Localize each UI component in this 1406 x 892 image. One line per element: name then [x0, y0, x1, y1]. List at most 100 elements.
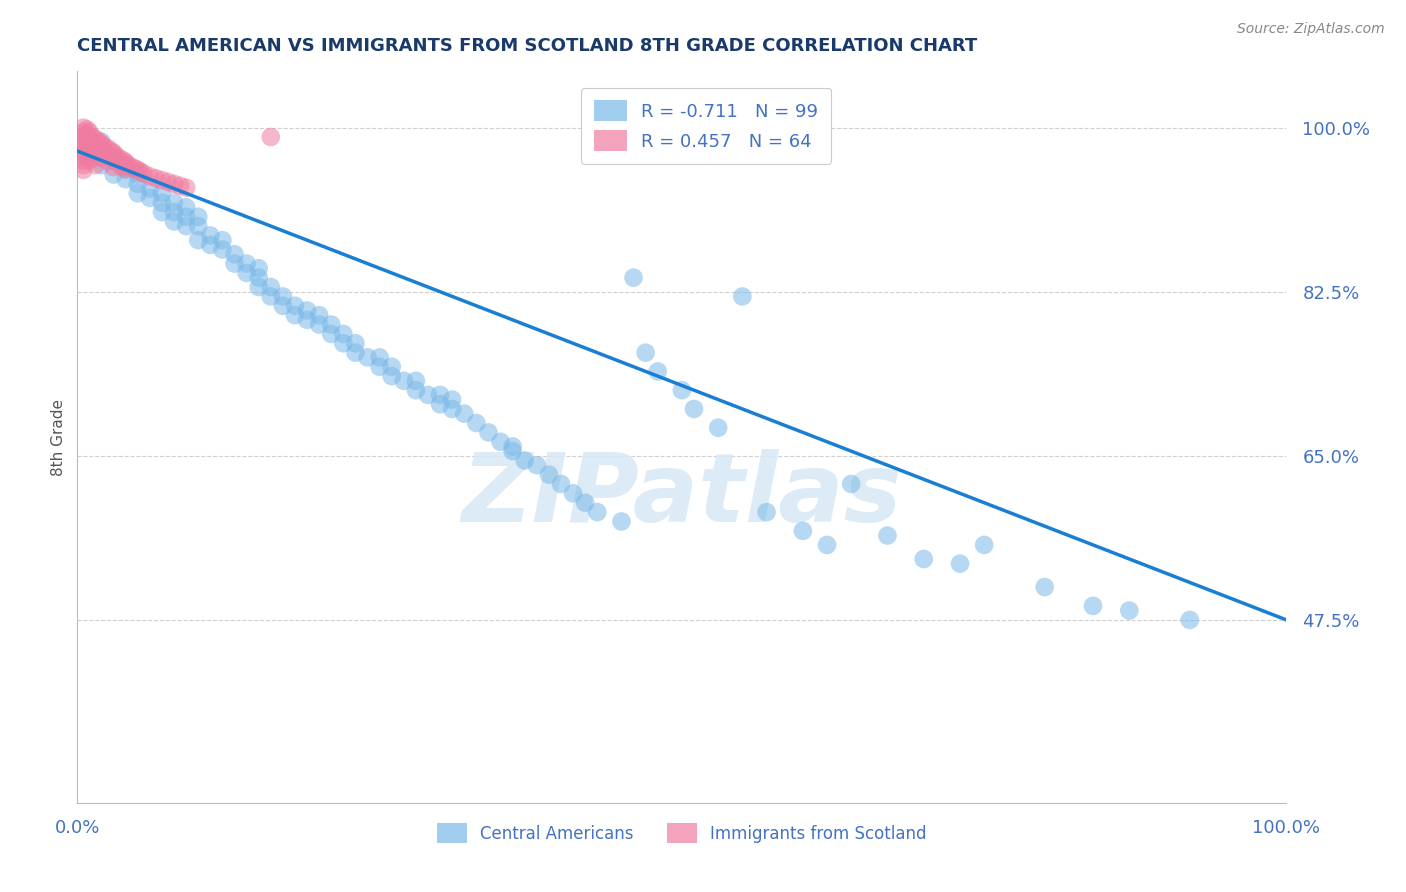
Point	[1081, 599, 1104, 613]
Point	[103, 153, 125, 168]
Point	[502, 444, 524, 458]
Point	[1033, 580, 1056, 594]
Point	[76, 135, 98, 149]
Point	[87, 135, 110, 149]
Point	[72, 153, 94, 168]
Point	[84, 138, 107, 153]
Point	[103, 153, 125, 167]
Point	[93, 147, 115, 161]
Point	[72, 144, 94, 158]
Text: Source: ZipAtlas.com: Source: ZipAtlas.com	[1237, 22, 1385, 37]
Legend: Central Americans, Immigrants from Scotland: Central Americans, Immigrants from Scotl…	[430, 817, 934, 849]
Point	[174, 219, 197, 233]
Point	[174, 180, 197, 194]
Point	[429, 397, 451, 411]
Point	[72, 135, 94, 149]
Point	[139, 191, 162, 205]
Point	[247, 280, 270, 294]
Point	[105, 149, 128, 163]
Point	[150, 195, 173, 210]
Point	[80, 130, 103, 145]
Y-axis label: 8th Grade: 8th Grade	[51, 399, 66, 475]
Point	[90, 135, 112, 149]
Point	[150, 186, 173, 201]
Point	[526, 458, 548, 473]
Point	[211, 233, 233, 247]
Point	[224, 247, 246, 261]
Point	[815, 538, 838, 552]
Point	[260, 289, 283, 303]
Point	[187, 219, 209, 233]
Point	[586, 505, 609, 519]
Point	[187, 210, 209, 224]
Point	[145, 171, 167, 186]
Point	[124, 161, 146, 176]
Point	[87, 141, 110, 155]
Point	[949, 557, 972, 571]
Point	[200, 237, 222, 252]
Point	[72, 158, 94, 172]
Point	[163, 195, 186, 210]
Point	[103, 160, 125, 174]
Point	[72, 149, 94, 163]
Point	[79, 125, 101, 139]
Point	[72, 162, 94, 177]
Point	[623, 270, 645, 285]
Point	[103, 168, 125, 182]
Point	[912, 552, 935, 566]
Point	[150, 173, 173, 187]
Point	[174, 200, 197, 214]
Point	[127, 177, 149, 191]
Point	[114, 161, 136, 176]
Point	[477, 425, 499, 440]
Point	[610, 515, 633, 529]
Point	[72, 125, 94, 139]
Point	[129, 164, 152, 178]
Point	[139, 169, 162, 184]
Point	[79, 153, 101, 168]
Point	[112, 160, 135, 174]
Point	[731, 289, 754, 303]
Point	[93, 139, 115, 153]
Point	[187, 233, 209, 247]
Point	[683, 401, 706, 416]
Point	[163, 177, 186, 191]
Point	[169, 178, 191, 193]
Point	[139, 181, 162, 195]
Point	[72, 139, 94, 153]
Point	[295, 313, 318, 327]
Point	[79, 144, 101, 158]
Point	[108, 152, 131, 166]
Point	[80, 144, 103, 158]
Point	[562, 486, 585, 500]
Point	[100, 151, 122, 165]
Point	[163, 205, 186, 219]
Point	[117, 158, 139, 172]
Point	[284, 308, 307, 322]
Point	[344, 336, 367, 351]
Point	[537, 467, 560, 482]
Point	[114, 155, 136, 169]
Point	[72, 120, 94, 135]
Point	[100, 144, 122, 158]
Point	[90, 137, 112, 152]
Point	[127, 168, 149, 182]
Point	[550, 477, 572, 491]
Point	[121, 160, 143, 174]
Point	[84, 151, 107, 165]
Point	[108, 158, 131, 172]
Point	[441, 392, 464, 407]
Point	[405, 374, 427, 388]
Text: ZIPatlas: ZIPatlas	[461, 449, 903, 542]
Point	[381, 359, 404, 374]
Point	[441, 401, 464, 416]
Point	[150, 205, 173, 219]
Point	[127, 186, 149, 201]
Point	[321, 326, 343, 341]
Point	[295, 303, 318, 318]
Point	[332, 326, 354, 341]
Point	[96, 148, 118, 162]
Point	[211, 243, 233, 257]
Point	[174, 210, 197, 224]
Point	[755, 505, 778, 519]
